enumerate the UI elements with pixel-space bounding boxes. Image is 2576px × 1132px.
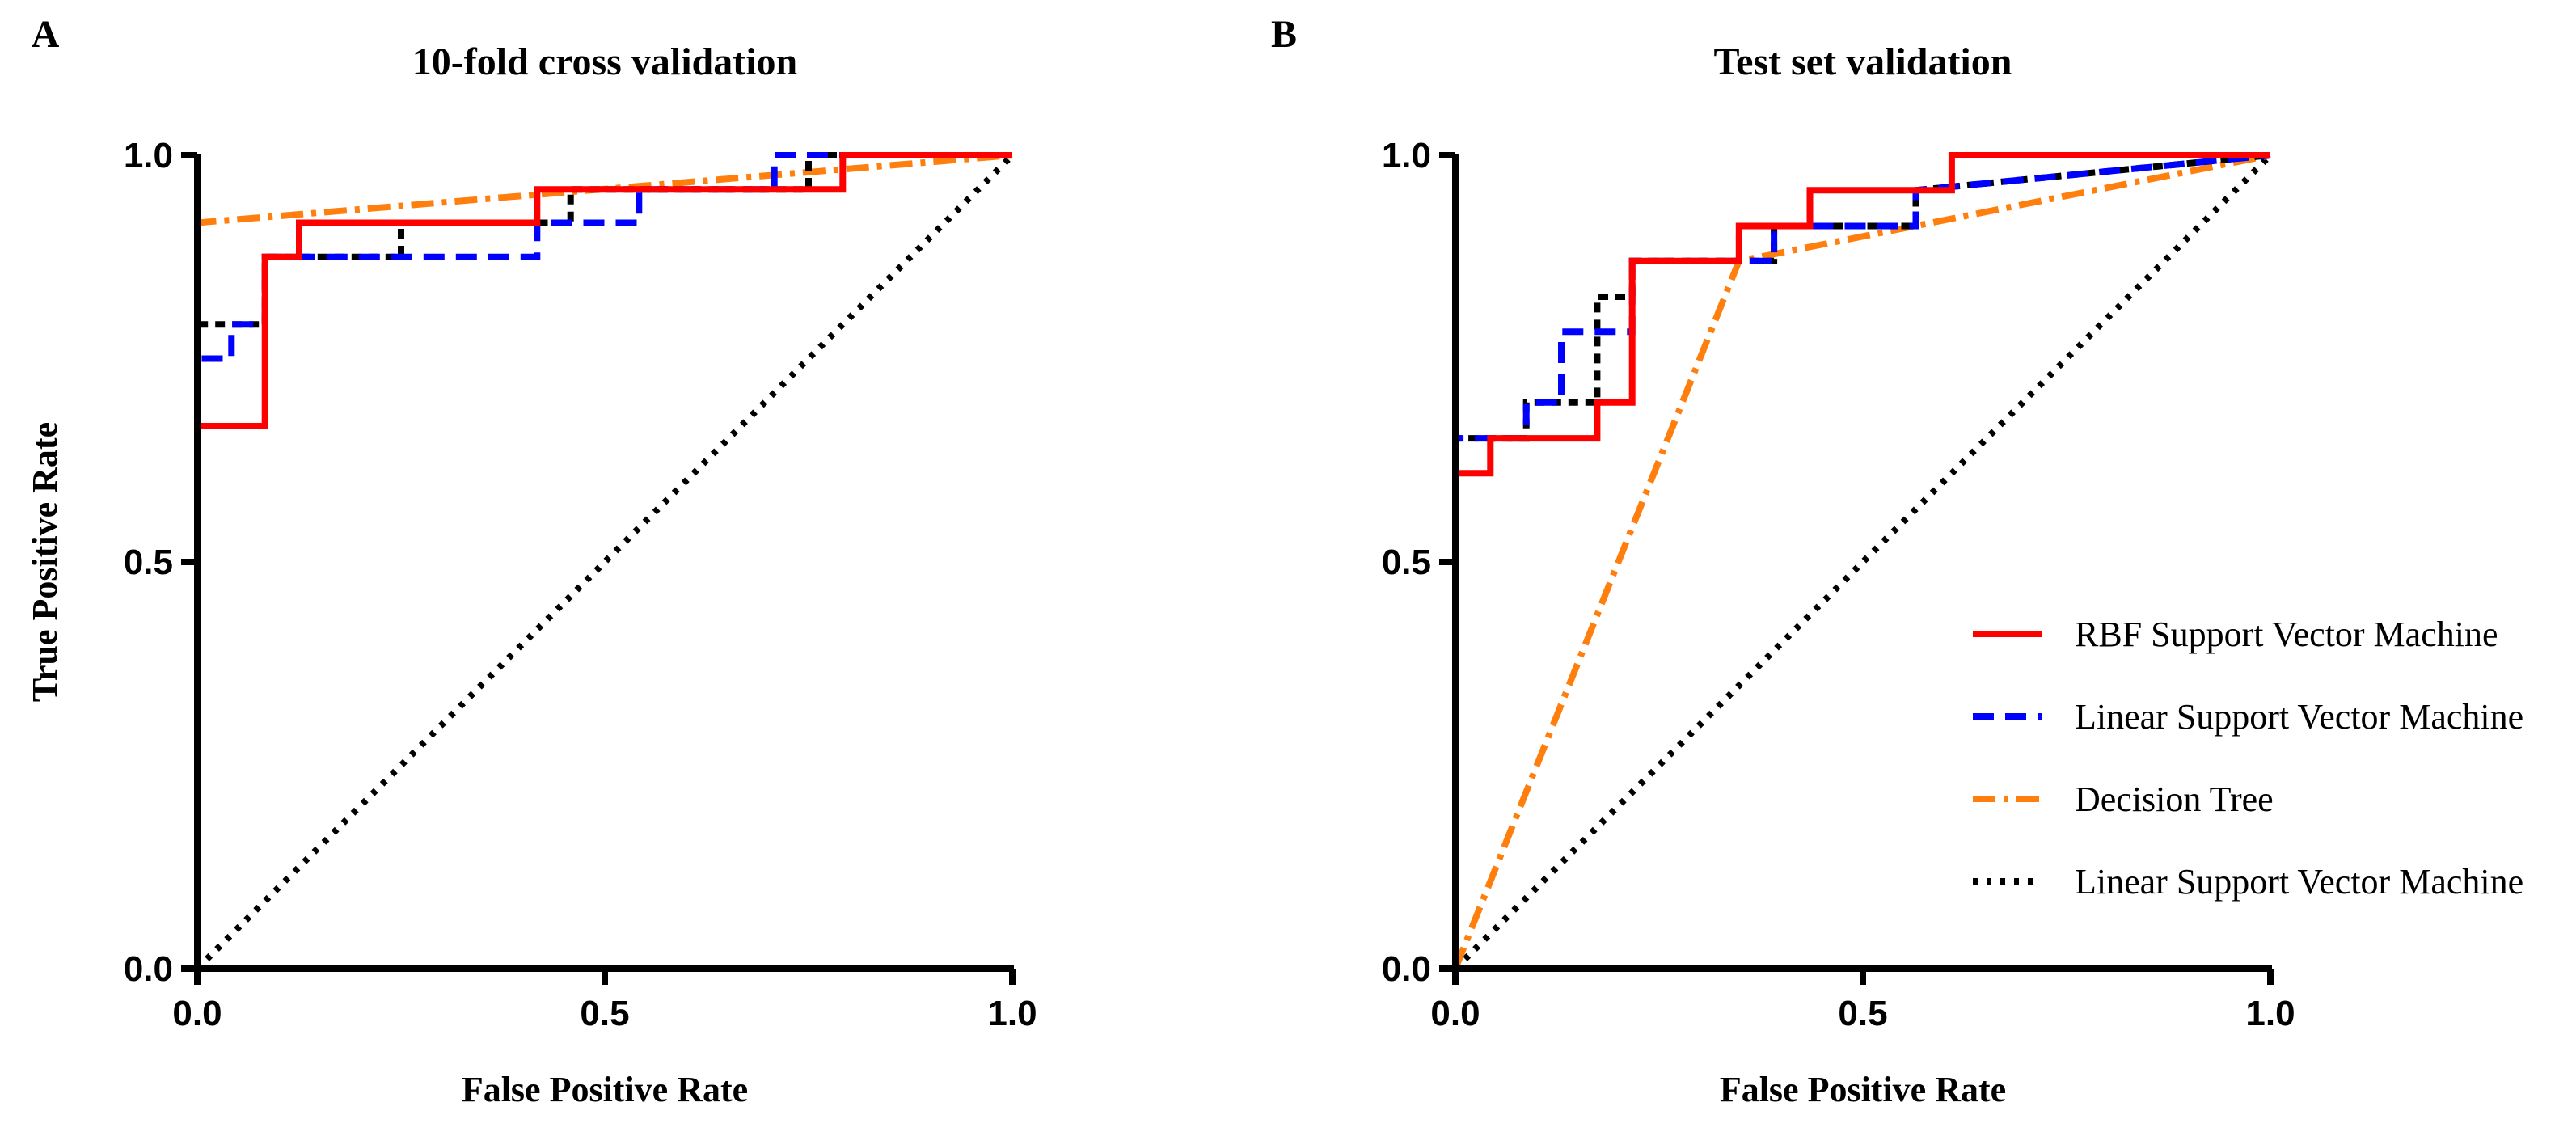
y-tick-label: 0.0 (1382, 949, 1431, 989)
x-axis-label: False Positive Rate (1720, 1070, 2006, 1109)
panel-letter: B (1271, 13, 1297, 56)
x-tick-label: 0.0 (1430, 994, 1480, 1033)
chart-panel-a: A 10-fold cross validation 0.0 0.5 1.0 0.0 0.5… (25, 13, 1037, 1109)
y-tick-label: 0.5 (124, 543, 173, 582)
chart-title: Test set validation (1714, 40, 2012, 83)
legend: RBF Support Vector Machine Linear Support… (1973, 615, 2523, 902)
chart-panel-b: B Test set validation 0.0 0.5 1.0 0.0 0.5 1.0 Fa… (1271, 13, 2523, 1109)
x-tick-label: 0.5 (580, 994, 629, 1033)
y-axis-label: True Positive Rate (25, 422, 65, 702)
y-tick-label: 0.0 (124, 949, 173, 989)
series-line-linear-support-vector-machine (194, 152, 1012, 969)
chance-line (1453, 153, 2273, 971)
x-tick-label: 0.5 (1838, 994, 1887, 1033)
legend-label: Linear Support Vector Machine (2075, 697, 2523, 737)
series-line-rbf-support-vector-machine (194, 152, 1012, 969)
legend-label: Decision Tree (2075, 779, 2274, 819)
series-line-rbf-support-vector-machine (1452, 152, 2270, 969)
x-tick-label: 1.0 (2245, 994, 2295, 1033)
legend-label: RBF Support Vector Machine (2075, 615, 2498, 654)
chart-title: 10-fold cross validation (412, 40, 797, 83)
x-axis-label: False Positive Rate (462, 1070, 748, 1109)
x-tick-label: 1.0 (987, 994, 1037, 1033)
legend-label: Linear Support Vector Machine (2075, 862, 2523, 902)
y-tick-label: 0.5 (1382, 543, 1431, 582)
chance-line (195, 153, 1015, 971)
y-tick-label: 1.0 (124, 136, 173, 175)
x-tick-label: 0.0 (172, 994, 222, 1033)
panel-letter: A (32, 13, 60, 56)
series-line-linear-support-vector-machine (194, 152, 1012, 969)
y-tick-label: 1.0 (1382, 136, 1431, 175)
